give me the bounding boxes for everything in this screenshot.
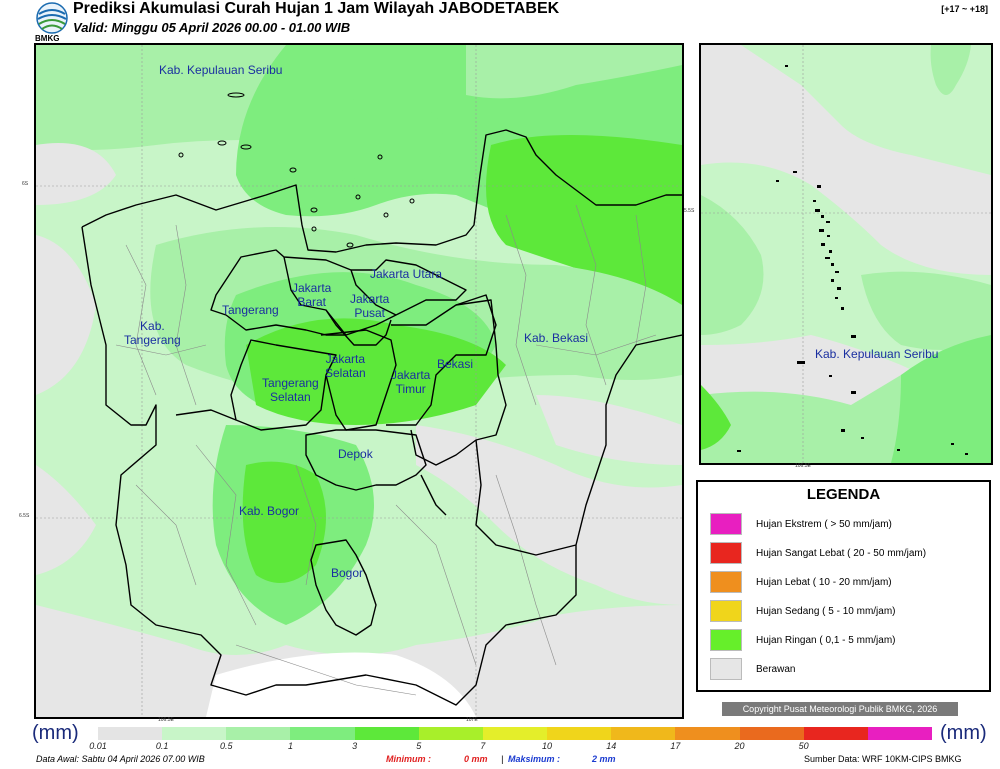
legend-item-berawan: Berawan [710, 658, 795, 680]
legend-item-lebat: Hujan Lebat ( 10 - 20 mm/jam) [710, 571, 892, 593]
colorbar-tick-label: 0.5 [220, 741, 233, 751]
colorbar-unit-left: (mm) [32, 722, 79, 744]
region-label-kab-tangerang: Kab. Tangerang [124, 319, 181, 347]
legend-item-ringan: Hujan Ringan ( 0,1 - 5 mm/jam) [710, 629, 896, 651]
inset-map: Kab. Kepulauan Seribu [699, 43, 993, 465]
lon-tick-106-5e-outer: 106.5E [158, 717, 174, 723]
legend-label-ekstrem: Hujan Ekstrem ( > 50 mm/jam) [756, 518, 892, 530]
region-label-kab-bogor: Kab. Bogor [239, 504, 300, 518]
footer-sumber: Sumber Data: WRF 10KM-CIPS BMKG [804, 754, 962, 764]
inset-lat-tick: 5.5S [684, 208, 695, 214]
colorbar-tick-label: 10 [542, 741, 553, 751]
region-label-tangerang: Tangerang [222, 303, 279, 317]
colorbar-segment-4 [354, 727, 419, 740]
region-label-bekasi: Bekasi [437, 357, 474, 371]
inset-map-canvas [701, 45, 991, 463]
inset-region-label-kepulauan-seribu: Kab. Kepulauan Seribu [815, 347, 939, 361]
footer-maksimum-value: 2 mm [592, 754, 616, 764]
colorbar-segment-0 [98, 727, 163, 740]
footer-data-awal: Data Awal: Sabtu 04 April 2026 07.00 WIB [36, 754, 205, 764]
region-label-depok: Depok [338, 447, 373, 461]
colorbar-tick-label: 14 [606, 741, 617, 751]
legend-label-sedang: Hujan Sedang ( 5 - 10 mm/jam) [756, 605, 896, 617]
lat-tick-6-5s-outer: 6.5S [19, 513, 30, 519]
legend-swatch-ringan [710, 629, 742, 651]
lon-tick-107e-outer: 107E [466, 717, 478, 723]
region-label-jakarta-pusat: Jakarta Pusat [350, 292, 390, 320]
colorbar-tick-label: 7 [480, 741, 486, 751]
colorbar-segment-1 [162, 727, 227, 740]
logo-text: BMKG [35, 34, 60, 43]
colorbar [98, 727, 933, 740]
colorbar-segment-6 [482, 727, 548, 740]
page-title: Prediksi Akumulasi Curah Hujan 1 Jam Wil… [73, 0, 560, 17]
footer-minimum-value: 0 mm [464, 754, 488, 764]
colorbar-tick-label: 0.01 [89, 741, 107, 751]
colorbar-segment-8 [611, 727, 676, 740]
main-map-canvas [36, 45, 682, 717]
valid-time: Valid: Minggu 05 April 2026 00.00 - 01.0… [73, 20, 351, 35]
forecast-range: [+17 ~ +18] [941, 4, 988, 14]
footer-minimum-label: Minimum : [386, 754, 431, 764]
colorbar-segment-12 [867, 727, 933, 740]
colorbar-tick-label: 50 [798, 741, 809, 751]
region-label-jakarta-timur: Jakarta Timur [391, 368, 431, 396]
colorbar-segment-7 [547, 727, 612, 740]
legend-item-ekstrem: Hujan Ekstrem ( > 50 mm/jam) [710, 513, 892, 535]
region-label-kepulauan-seribu: Kab. Kepulauan Seribu [159, 63, 283, 77]
legend-title: LEGENDA [806, 486, 881, 503]
legend-swatch-sedang [710, 600, 742, 622]
legend-label-ringan: Hujan Ringan ( 0,1 - 5 mm/jam) [756, 634, 896, 646]
region-label-tangerang-selatan: Tangerang Selatan [262, 376, 319, 404]
legend-swatch-sangat-lebat [710, 542, 742, 564]
colorbar-unit-right: (mm) [940, 722, 987, 744]
region-label-bogor: Bogor [331, 566, 364, 580]
colorbar-segment-3 [290, 727, 355, 740]
legend-label-berawan: Berawan [756, 663, 796, 675]
inset-lon-tick: 106.5E [795, 463, 811, 469]
colorbar-tick-label: 0.1 [155, 741, 169, 751]
lat-tick-6s-outer: 6S [22, 181, 29, 187]
footer-separator: | [501, 754, 504, 764]
colorbar-segment-5 [418, 727, 483, 740]
colorbar-segment-9 [675, 727, 740, 740]
colorbar-tick-label: 20 [734, 741, 745, 751]
footer: Data Awal: Sabtu 04 April 2026 07.00 WIB… [0, 754, 1000, 768]
legend-item-sangat-lebat: Hujan Sangat Lebat ( 20 - 50 mm/jam) [710, 542, 926, 564]
region-label-jakarta-selatan: Jakarta Selatan [325, 352, 366, 380]
colorbar-tick-label: 17 [670, 741, 681, 751]
region-label-jakarta-utara: Jakarta Utara [370, 267, 443, 281]
colorbar-tick-label: 3 [352, 741, 358, 751]
copyright-notice: Copyright Pusat Meteorologi Publik BMKG,… [722, 702, 958, 716]
legend-swatch-lebat [710, 571, 742, 593]
legend-label-lebat: Hujan Lebat ( 10 - 20 mm/jam) [756, 576, 892, 588]
legend-swatch-berawan [710, 658, 742, 680]
legend-box: LEGENDA Hujan Ekstrem ( > 50 mm/jam) Huj… [696, 480, 991, 692]
legend-swatch-ekstrem [710, 513, 742, 535]
legend-item-sedang: Hujan Sedang ( 5 - 10 mm/jam) [710, 600, 896, 622]
footer-maksimum-label: Maksimum : [508, 754, 561, 764]
bmkg-logo [33, 2, 71, 42]
legend-label-sangat-lebat: Hujan Sangat Lebat ( 20 - 50 mm/jam) [756, 547, 927, 559]
colorbar-segment-10 [739, 727, 804, 740]
colorbar-segment-11 [803, 727, 868, 740]
region-label-kab-bekasi: Kab. Bekasi [524, 331, 589, 345]
region-label-jakarta-barat: Jakarta Barat [292, 281, 332, 309]
colorbar-tick-label: 5 [416, 741, 422, 751]
colorbar-segment-2 [226, 727, 291, 740]
colorbar-tick-label: 1 [287, 741, 293, 751]
main-map: Kab. Kepulauan Seribu Kab. Tangerang Tan… [34, 43, 684, 719]
